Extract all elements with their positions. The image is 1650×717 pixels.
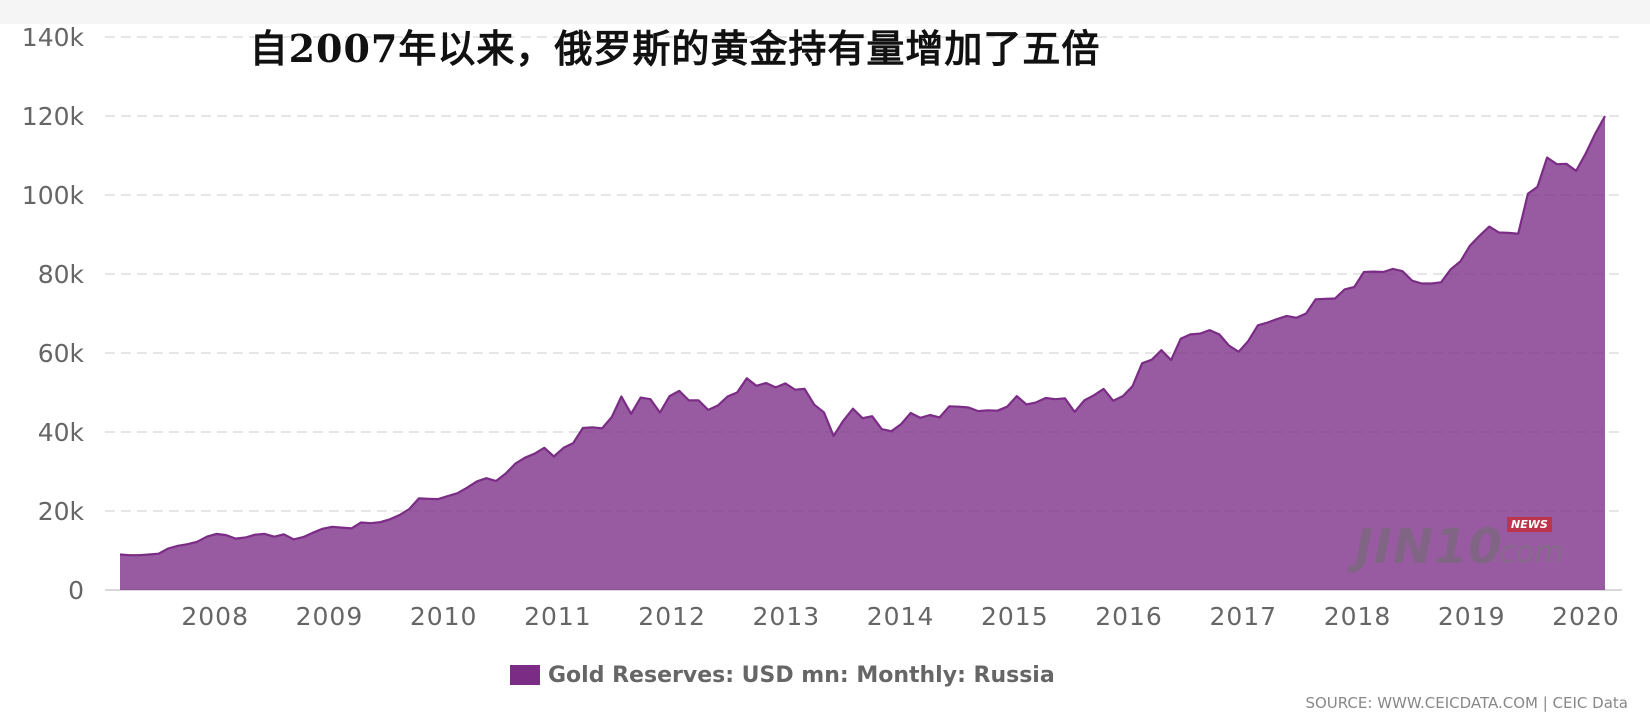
source-credit: SOURCE: WWW.CEICDATA.COM | CEIC Data (1305, 694, 1628, 712)
x-axis: 2008 2009 2010 2011 2012 2013 2014 2015 2016 2017… (181, 602, 1620, 631)
series-layer (119, 115, 1606, 590)
x-tick-label: 2015 (981, 602, 1049, 631)
legend[interactable]: Gold Reserves: USD mn: Monthly: Russia (510, 660, 1055, 690)
series-area (120, 116, 1605, 590)
y-axis: 0 20k 40k 60k 80k 100k 120k 140k (22, 23, 85, 605)
y-tick-label: 40k (38, 418, 85, 447)
y-tick-label: 120k (22, 102, 85, 131)
y-tick-label: 140k (22, 23, 85, 52)
y-tick-label: 20k (38, 497, 85, 526)
x-tick-label: 2008 (181, 602, 249, 631)
x-tick-label: 2018 (1324, 602, 1392, 631)
legend-label: Gold Reserves: USD mn: Monthly: Russia (548, 662, 1055, 688)
top-bar (0, 0, 1650, 24)
x-tick-label: 2011 (524, 602, 592, 631)
x-tick-label: 2009 (296, 602, 364, 631)
x-tick-label: 2012 (638, 602, 706, 631)
y-tick-label: 100k (22, 181, 85, 210)
y-tick-label: 80k (38, 260, 85, 289)
x-tick-label: 2010 (410, 602, 478, 631)
chart-title: 自2007年以来，俄罗斯的黄金持有量增加了五倍 (249, 26, 1101, 71)
x-tick-label: 2014 (867, 602, 935, 631)
y-tick-label: 0 (68, 576, 84, 605)
x-tick-label: 2013 (753, 602, 821, 631)
x-tick-label: 2020 (1552, 602, 1620, 631)
x-tick-label: 2017 (1209, 602, 1277, 631)
legend-swatch (510, 665, 540, 685)
x-tick-label: 2016 (1095, 602, 1163, 631)
series-line[interactable] (119, 115, 1606, 557)
y-tick-label: 60k (38, 339, 85, 368)
x-tick-label: 2019 (1438, 602, 1506, 631)
